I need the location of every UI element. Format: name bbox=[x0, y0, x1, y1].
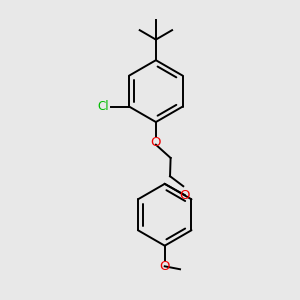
Text: O: O bbox=[160, 260, 170, 273]
Text: Cl: Cl bbox=[97, 100, 109, 113]
Text: O: O bbox=[179, 189, 190, 202]
Text: O: O bbox=[151, 136, 161, 149]
